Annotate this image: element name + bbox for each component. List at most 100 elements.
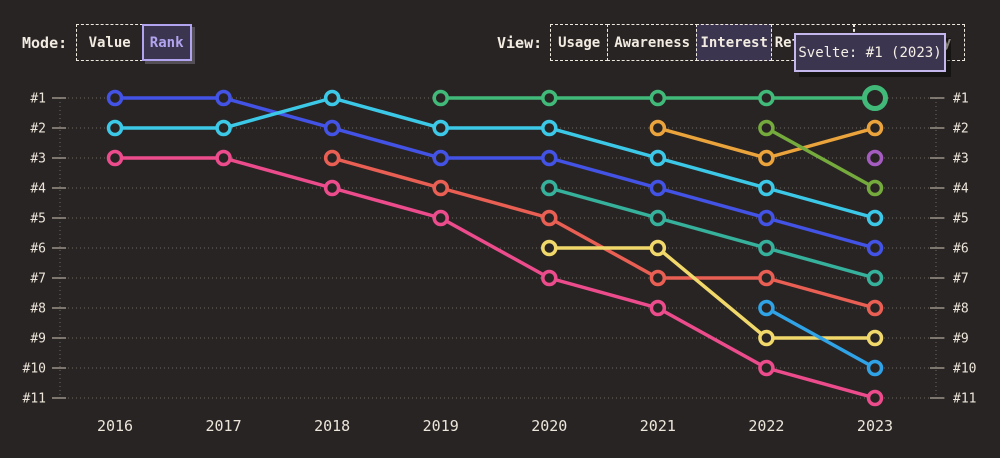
data-point[interactable] — [432, 89, 449, 107]
view-usage-button[interactable]: Usage — [550, 24, 609, 61]
rank-label-left: #7 — [30, 272, 46, 287]
data-point[interactable] — [866, 209, 884, 227]
data-point[interactable] — [758, 359, 775, 377]
series-line — [113, 96, 877, 250]
data-point[interactable] — [866, 389, 884, 407]
data-point[interactable] — [649, 239, 667, 257]
data-point[interactable] — [432, 209, 449, 227]
data-point[interactable] — [866, 179, 884, 197]
data-point[interactable] — [866, 329, 884, 347]
year-label: 2020 — [531, 417, 567, 435]
rank-label-left: #6 — [30, 242, 46, 257]
view-interest-button[interactable]: Interest — [696, 24, 773, 61]
data-point[interactable] — [106, 89, 124, 107]
rank-label-left: #10 — [23, 362, 46, 377]
year-label: 2019 — [423, 417, 459, 435]
rank-label-right: #5 — [953, 212, 969, 227]
rank-label-right: #3 — [953, 152, 969, 167]
rank-label-left: #8 — [30, 302, 46, 317]
series-line — [113, 96, 877, 220]
year-label: 2022 — [748, 417, 784, 435]
year-label: 2021 — [640, 417, 676, 435]
data-point[interactable] — [432, 149, 449, 167]
chart-tooltip: Svelte: #1 (2023) — [794, 33, 946, 72]
rank-label-left: #1 — [30, 92, 46, 107]
data-point[interactable] — [541, 269, 558, 287]
data-point[interactable] — [758, 299, 775, 317]
data-point[interactable] — [758, 89, 775, 107]
data-point[interactable] — [323, 89, 341, 107]
data-point[interactable] — [541, 239, 558, 257]
data-point-highlighted[interactable] — [861, 85, 888, 111]
data-point[interactable] — [866, 359, 884, 377]
data-point[interactable] — [541, 209, 558, 227]
data-point[interactable] — [323, 149, 341, 167]
data-point[interactable] — [758, 149, 775, 167]
rank-label-left: #11 — [23, 392, 46, 407]
rank-label-right: #1 — [953, 92, 969, 107]
data-point[interactable] — [106, 149, 124, 167]
year-label: 2016 — [97, 417, 133, 435]
rank-label-right: #8 — [953, 302, 969, 317]
mode-toggle: Value Rank — [76, 24, 192, 61]
series-line — [330, 156, 877, 310]
rank-label-right: #9 — [953, 332, 969, 347]
data-point[interactable] — [106, 119, 124, 137]
rank-label-right: #4 — [953, 182, 969, 197]
series-line — [113, 156, 877, 400]
data-point[interactable] — [758, 269, 775, 287]
rank-label-right: #10 — [953, 362, 976, 377]
series-line — [764, 126, 877, 190]
data-point[interactable] — [215, 119, 232, 137]
rank-label-right: #11 — [953, 392, 976, 407]
rank-label-left: #2 — [30, 122, 46, 137]
data-point[interactable] — [649, 179, 667, 197]
rank-label-left: #9 — [30, 332, 46, 347]
data-point[interactable] — [432, 179, 449, 197]
view-label: View: — [497, 33, 543, 52]
series-line — [764, 306, 877, 370]
rank-label-right: #7 — [953, 272, 969, 287]
rank-label-right: #6 — [953, 242, 969, 257]
rank-label-right: #2 — [953, 122, 969, 137]
mode-rank-button[interactable]: Rank — [141, 24, 192, 61]
mode-label: Mode: — [22, 33, 68, 52]
data-point[interactable] — [758, 179, 775, 197]
mode-control: Mode: Value Rank — [22, 24, 192, 61]
data-point[interactable] — [758, 209, 775, 227]
data-point[interactable] — [649, 209, 667, 227]
data-point[interactable] — [323, 119, 341, 137]
data-point[interactable] — [758, 329, 775, 347]
data-point[interactable] — [323, 179, 341, 197]
year-label: 2017 — [206, 417, 242, 435]
year-label: 2018 — [314, 417, 350, 435]
data-point[interactable] — [649, 149, 667, 167]
data-point[interactable] — [866, 239, 884, 257]
data-point[interactable] — [649, 89, 667, 107]
rank-label-left: #5 — [30, 212, 46, 227]
data-point[interactable] — [541, 119, 558, 137]
data-point[interactable] — [866, 299, 884, 317]
data-point[interactable] — [215, 89, 232, 107]
year-label: 2023 — [857, 417, 893, 435]
data-point[interactable] — [541, 179, 558, 197]
data-point[interactable] — [758, 119, 775, 137]
series-line — [547, 186, 877, 280]
data-point[interactable] — [215, 149, 232, 167]
mode-value-button[interactable]: Value — [76, 24, 144, 61]
rank-label-left: #3 — [30, 152, 46, 167]
view-awareness-button[interactable]: Awareness — [606, 24, 698, 61]
data-point[interactable] — [649, 299, 667, 317]
data-point[interactable] — [649, 269, 667, 287]
data-point[interactable] — [866, 119, 884, 137]
rank-label-left: #4 — [30, 182, 46, 197]
data-point[interactable] — [649, 119, 667, 137]
data-point[interactable] — [432, 119, 449, 137]
data-point[interactable] — [866, 269, 884, 287]
data-point[interactable] — [866, 149, 884, 167]
data-point[interactable] — [541, 89, 558, 107]
data-point[interactable] — [541, 149, 558, 167]
data-point[interactable] — [758, 239, 775, 257]
